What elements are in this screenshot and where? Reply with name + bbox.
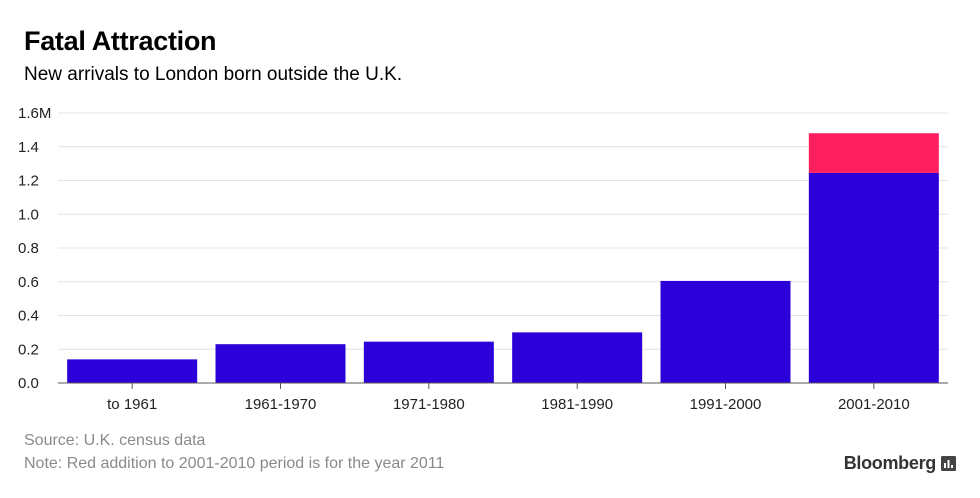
- x-axis: to 1961 1961-1970 1971-1980 1981-1990 1991-2…: [58, 382, 948, 413]
- y-tick-label: 1.0: [18, 206, 39, 223]
- brand-name: Bloomberg: [843, 453, 937, 473]
- bar-arrivals: [67, 359, 198, 383]
- x-category-label: 1991-2000: [690, 396, 762, 413]
- bar-chart-logo-icon: [941, 456, 956, 471]
- bar-arrivals: [363, 341, 494, 383]
- x-category-label: 2001-2010: [838, 396, 910, 413]
- footnote: Note: Red addition to 2001-2010 period i…: [24, 455, 445, 472]
- bloomberg-logo: Bloomberg: [844, 453, 956, 474]
- y-tick-label: 1.4: [18, 139, 39, 156]
- source-note: Source: U.K. census data: [24, 432, 206, 449]
- chart-title: Fatal Attraction: [24, 26, 217, 56]
- y-axis-ticks: 0.0 0.2 0.4 0.6 0.8 1.0 1.2 1.4 1.6M: [18, 105, 51, 392]
- x-category-label: 1961-1970: [245, 396, 317, 413]
- bar-arrivals: [808, 172, 939, 383]
- y-tick-label: 0.2: [18, 341, 39, 358]
- y-tick-label: 1.6M: [18, 105, 51, 122]
- bars: [67, 133, 939, 383]
- gridlines: [58, 112, 948, 350]
- y-tick-label: 0.8: [18, 240, 39, 257]
- y-tick-label: 1.2: [18, 173, 39, 190]
- bar-addition-2011: [808, 133, 939, 173]
- y-tick-label: 0.0: [18, 375, 39, 392]
- y-tick-label: 0.4: [18, 308, 39, 325]
- x-category-label: 1981-1990: [541, 396, 613, 413]
- bar-arrivals: [512, 332, 643, 383]
- bar-chart: 0.0 0.2 0.4 0.6 0.8 1.0 1.2 1.4 1.6M to 1961 1961…: [18, 105, 948, 413]
- bar-arrivals: [215, 344, 346, 383]
- x-category-label: to 1961: [107, 396, 157, 413]
- x-category-label: 1971-1980: [393, 396, 465, 413]
- bar-arrivals: [660, 280, 791, 383]
- chart-subtitle: New arrivals to London born outside the …: [24, 64, 403, 85]
- y-tick-label: 0.6: [18, 274, 39, 291]
